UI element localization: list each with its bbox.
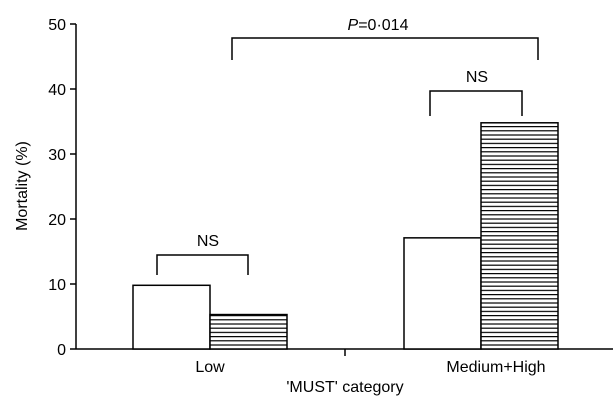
y-tick-label: 30 [48,147,66,164]
bar-white-medium-high [403,237,482,350]
ns-bracket-medium-high [429,90,523,116]
ns-label-low: NS [197,233,219,250]
x-tick-label-low: Low [195,359,225,376]
y-tick-label: 50 [48,17,66,34]
bar-striped-medium-high [480,122,559,350]
p-value-label: P=0·014 [348,17,409,34]
annotations: NS NS P=0·014 [156,17,539,275]
y-tick-label: 0 [57,342,66,359]
p-value-prefix: P [348,17,359,34]
x-tick-label-medium-high: Medium+High [446,359,545,376]
p-value-bracket [231,37,539,60]
y-tick-label: 20 [48,212,66,229]
p-value-suffix: =0·014 [358,17,408,34]
y-tick-label: 40 [48,82,66,99]
y-ticks: 0 10 20 30 40 50 [48,17,76,359]
bars [132,122,559,350]
ns-label-medium-high: NS [466,69,488,86]
y-tick-label: 10 [48,277,66,294]
bar-white-low [132,284,211,350]
y-axis-title: Mortality (%) [14,141,31,231]
ns-bracket-low [156,254,249,275]
x-axis-title: 'MUST' category [286,379,403,396]
bar-striped-low [209,313,288,350]
